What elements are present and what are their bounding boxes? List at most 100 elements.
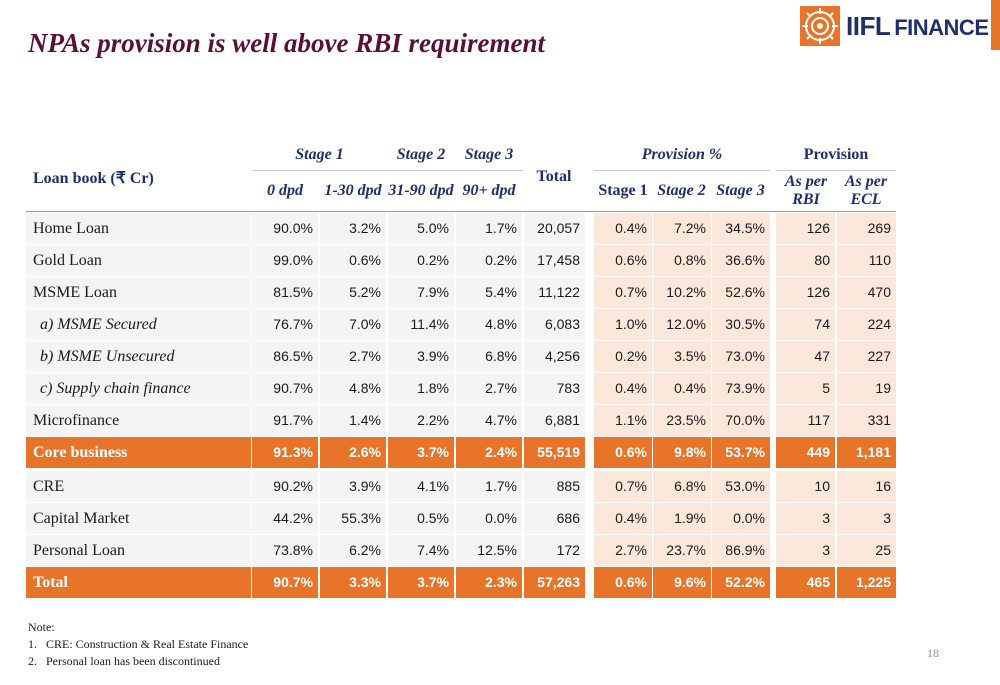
table-row: Gold Loan 99.0% 0.6% 0.2% 0.2% 17,458 0.…	[26, 245, 896, 277]
table-row: Microfinance 91.7% 1.4% 2.2% 4.7% 6,881 …	[26, 405, 896, 437]
cell-dpd0: 91.7%	[252, 405, 318, 436]
cell-dpd31-90: 3.9%	[388, 341, 454, 372]
row-label: Microfinance	[26, 405, 251, 436]
cell-prov-stage1: 0.6%	[594, 567, 652, 598]
cell-prov-stage2: 0.4%	[653, 373, 711, 404]
cell-total: 4,256	[524, 341, 585, 372]
footnotes: Note: 1. CRE: Construction & Real Estate …	[28, 619, 248, 670]
cell-total: 885	[524, 471, 585, 502]
row-label: Home Loan	[26, 213, 251, 244]
cell-dpd1-30: 7.0%	[320, 309, 386, 340]
cell-prov-stage1: 0.4%	[594, 503, 652, 534]
table-row: c) Supply chain finance 90.7% 4.8% 1.8% …	[26, 373, 896, 405]
cell-dpd0: 90.7%	[252, 567, 318, 598]
cell-total: 686	[524, 503, 585, 534]
dpd90-header: 90+ dpd	[462, 182, 516, 199]
dpd1-30-header: 1-30 dpd	[324, 182, 382, 199]
cell-total: 6,881	[524, 405, 585, 436]
cell-rbi: 5	[776, 373, 835, 404]
cell-dpd1-30: 5.2%	[320, 277, 386, 308]
cell-prov-stage1: 1.1%	[594, 405, 652, 436]
ecl-line2: ECL	[850, 191, 882, 208]
note-text: CRE: Construction & Real Estate Finance	[46, 637, 249, 651]
table-row: a) MSME Secured 76.7% 7.0% 11.4% 4.8% 6,…	[26, 309, 896, 341]
company-logo: IIFL FINANCE	[800, 4, 990, 48]
stage3-header: Stage 3	[464, 146, 514, 163]
sunburst-logo-icon	[800, 6, 840, 46]
cell-dpd31-90: 3.7%	[388, 567, 454, 598]
cell-prov-stage1: 0.4%	[594, 213, 652, 244]
cell-rbi: 47	[776, 341, 835, 372]
cell-prov-stage1: 0.7%	[594, 277, 652, 308]
cell-dpd90: 2.7%	[456, 373, 522, 404]
cell-rbi: 80	[776, 245, 835, 276]
cell-prov-stage3: 52.2%	[712, 567, 770, 598]
cell-ecl: 1,181	[837, 437, 896, 468]
cell-dpd90: 0.2%	[456, 245, 522, 276]
cell-dpd31-90: 1.8%	[388, 373, 454, 404]
cell-rbi: 126	[776, 277, 835, 308]
cell-total: 6,083	[524, 309, 585, 340]
edge-accent-bar	[991, 0, 1000, 50]
cell-prov-stage3: 70.0%	[712, 405, 770, 436]
cell-prov-stage1: 1.0%	[594, 309, 652, 340]
cell-prov-stage2: 3.5%	[653, 341, 711, 372]
cell-rbi: 3	[776, 535, 835, 566]
logo-wordmark: IIFL FINANCE	[846, 11, 989, 42]
stage2-header: Stage 2	[396, 146, 446, 163]
provision-pct-header-line	[594, 170, 770, 171]
cell-dpd1-30: 6.2%	[320, 535, 386, 566]
rbi-line2: RBI	[792, 191, 820, 208]
table-row: Home Loan 90.0% 3.2% 5.0% 1.7% 20,057 0.…	[26, 213, 896, 245]
cell-prov-stage1: 2.7%	[594, 535, 652, 566]
cell-dpd1-30: 4.8%	[320, 373, 386, 404]
row-label: Core business	[26, 437, 251, 468]
cell-dpd90: 2.3%	[456, 567, 522, 598]
cell-prov-stage3: 0.0%	[712, 503, 770, 534]
cell-dpd90: 5.4%	[456, 277, 522, 308]
cell-dpd90: 4.8%	[456, 309, 522, 340]
cell-dpd31-90: 0.5%	[388, 503, 454, 534]
cell-rbi: 3	[776, 503, 835, 534]
loan-book-header: Loan book (₹ Cr)	[33, 170, 154, 187]
prov-stage3-header: Stage 3	[716, 182, 765, 199]
dpd31-90-header: 31-90 dpd	[388, 182, 454, 199]
prov-stage2-header: Stage 2	[657, 182, 706, 199]
cell-dpd0: 90.2%	[252, 471, 318, 502]
cell-ecl: 25	[837, 535, 896, 566]
table-row: Personal Loan 73.8% 6.2% 7.4% 12.5% 172 …	[26, 535, 896, 567]
cell-dpd0: 76.7%	[252, 309, 318, 340]
cell-ecl: 227	[837, 341, 896, 372]
row-label: CRE	[26, 471, 251, 502]
table-row: Capital Market 44.2% 55.3% 0.5% 0.0% 686…	[26, 503, 896, 535]
cell-ecl: 470	[837, 277, 896, 308]
cell-prov-stage3: 53.0%	[712, 471, 770, 502]
rbi-line1: As per	[784, 173, 828, 190]
row-label: Capital Market	[26, 503, 251, 534]
cell-total: 11,122	[524, 277, 585, 308]
row-label: a) MSME Secured	[26, 309, 251, 340]
cell-total: 57,263	[524, 567, 585, 598]
cell-dpd0: 81.5%	[252, 277, 318, 308]
cell-dpd90: 12.5%	[456, 535, 522, 566]
cell-dpd0: 90.0%	[252, 213, 318, 244]
cell-prov-stage3: 30.5%	[712, 309, 770, 340]
cell-rbi: 74	[776, 309, 835, 340]
stage-header-line	[252, 170, 523, 171]
cell-total: 172	[524, 535, 585, 566]
cell-prov-stage2: 1.9%	[653, 503, 711, 534]
cell-prov-stage2: 12.0%	[653, 309, 711, 340]
cell-dpd90: 4.7%	[456, 405, 522, 436]
row-label: Total	[26, 567, 251, 598]
as-per-ecl-header: As per ECL	[836, 173, 896, 209]
note-number: 2.	[28, 654, 37, 668]
cell-prov-stage3: 34.5%	[712, 213, 770, 244]
cell-total: 783	[524, 373, 585, 404]
provision-header: Provision	[803, 146, 869, 163]
cell-dpd0: 44.2%	[252, 503, 318, 534]
note-item: 1. CRE: Construction & Real Estate Financ…	[28, 636, 248, 653]
cell-prov-stage2: 7.2%	[653, 213, 711, 244]
cell-ecl: 19	[837, 373, 896, 404]
cell-prov-stage1: 0.4%	[594, 373, 652, 404]
cell-prov-stage2: 0.8%	[653, 245, 711, 276]
